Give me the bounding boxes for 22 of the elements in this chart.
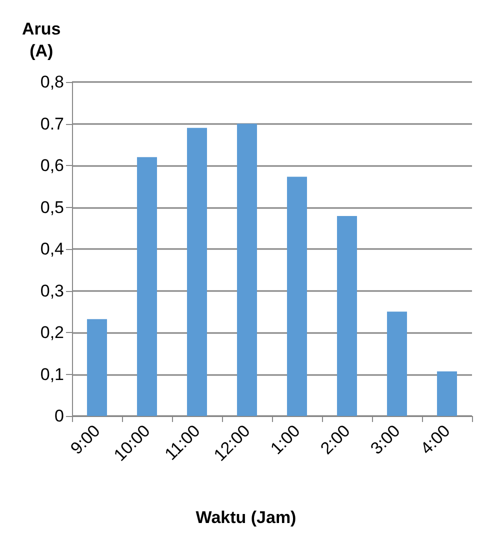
- y-tick-label: 0: [54, 406, 64, 426]
- y-tick-label: 0.7: [40, 114, 64, 134]
- x-tick-label: 4:00: [416, 421, 454, 458]
- bar: [337, 216, 357, 416]
- bar: [87, 319, 107, 416]
- x-tick-label: 3:00: [366, 421, 404, 458]
- y-axis-title: Arus (A): [22, 20, 61, 60]
- bar: [137, 157, 157, 416]
- bar: [387, 312, 407, 416]
- y-tick-label: 0,2: [40, 323, 64, 342]
- x-tick-label: 9:00: [66, 421, 104, 458]
- y-tick-label: 0,4: [40, 240, 64, 258]
- y-tick-label: 0,5: [40, 198, 64, 217]
- bar: [237, 124, 257, 416]
- x-axis-title: Waktu (Jam): [196, 508, 296, 527]
- y-tick-label: 0,6: [40, 156, 64, 175]
- bar: [437, 371, 457, 416]
- y-tick-label: 0,3: [40, 281, 64, 300]
- bar: [287, 176, 307, 416]
- bar: [187, 128, 207, 416]
- y-tick-label: 0,1: [40, 364, 64, 384]
- y-tick-label: 0,8: [40, 72, 64, 92]
